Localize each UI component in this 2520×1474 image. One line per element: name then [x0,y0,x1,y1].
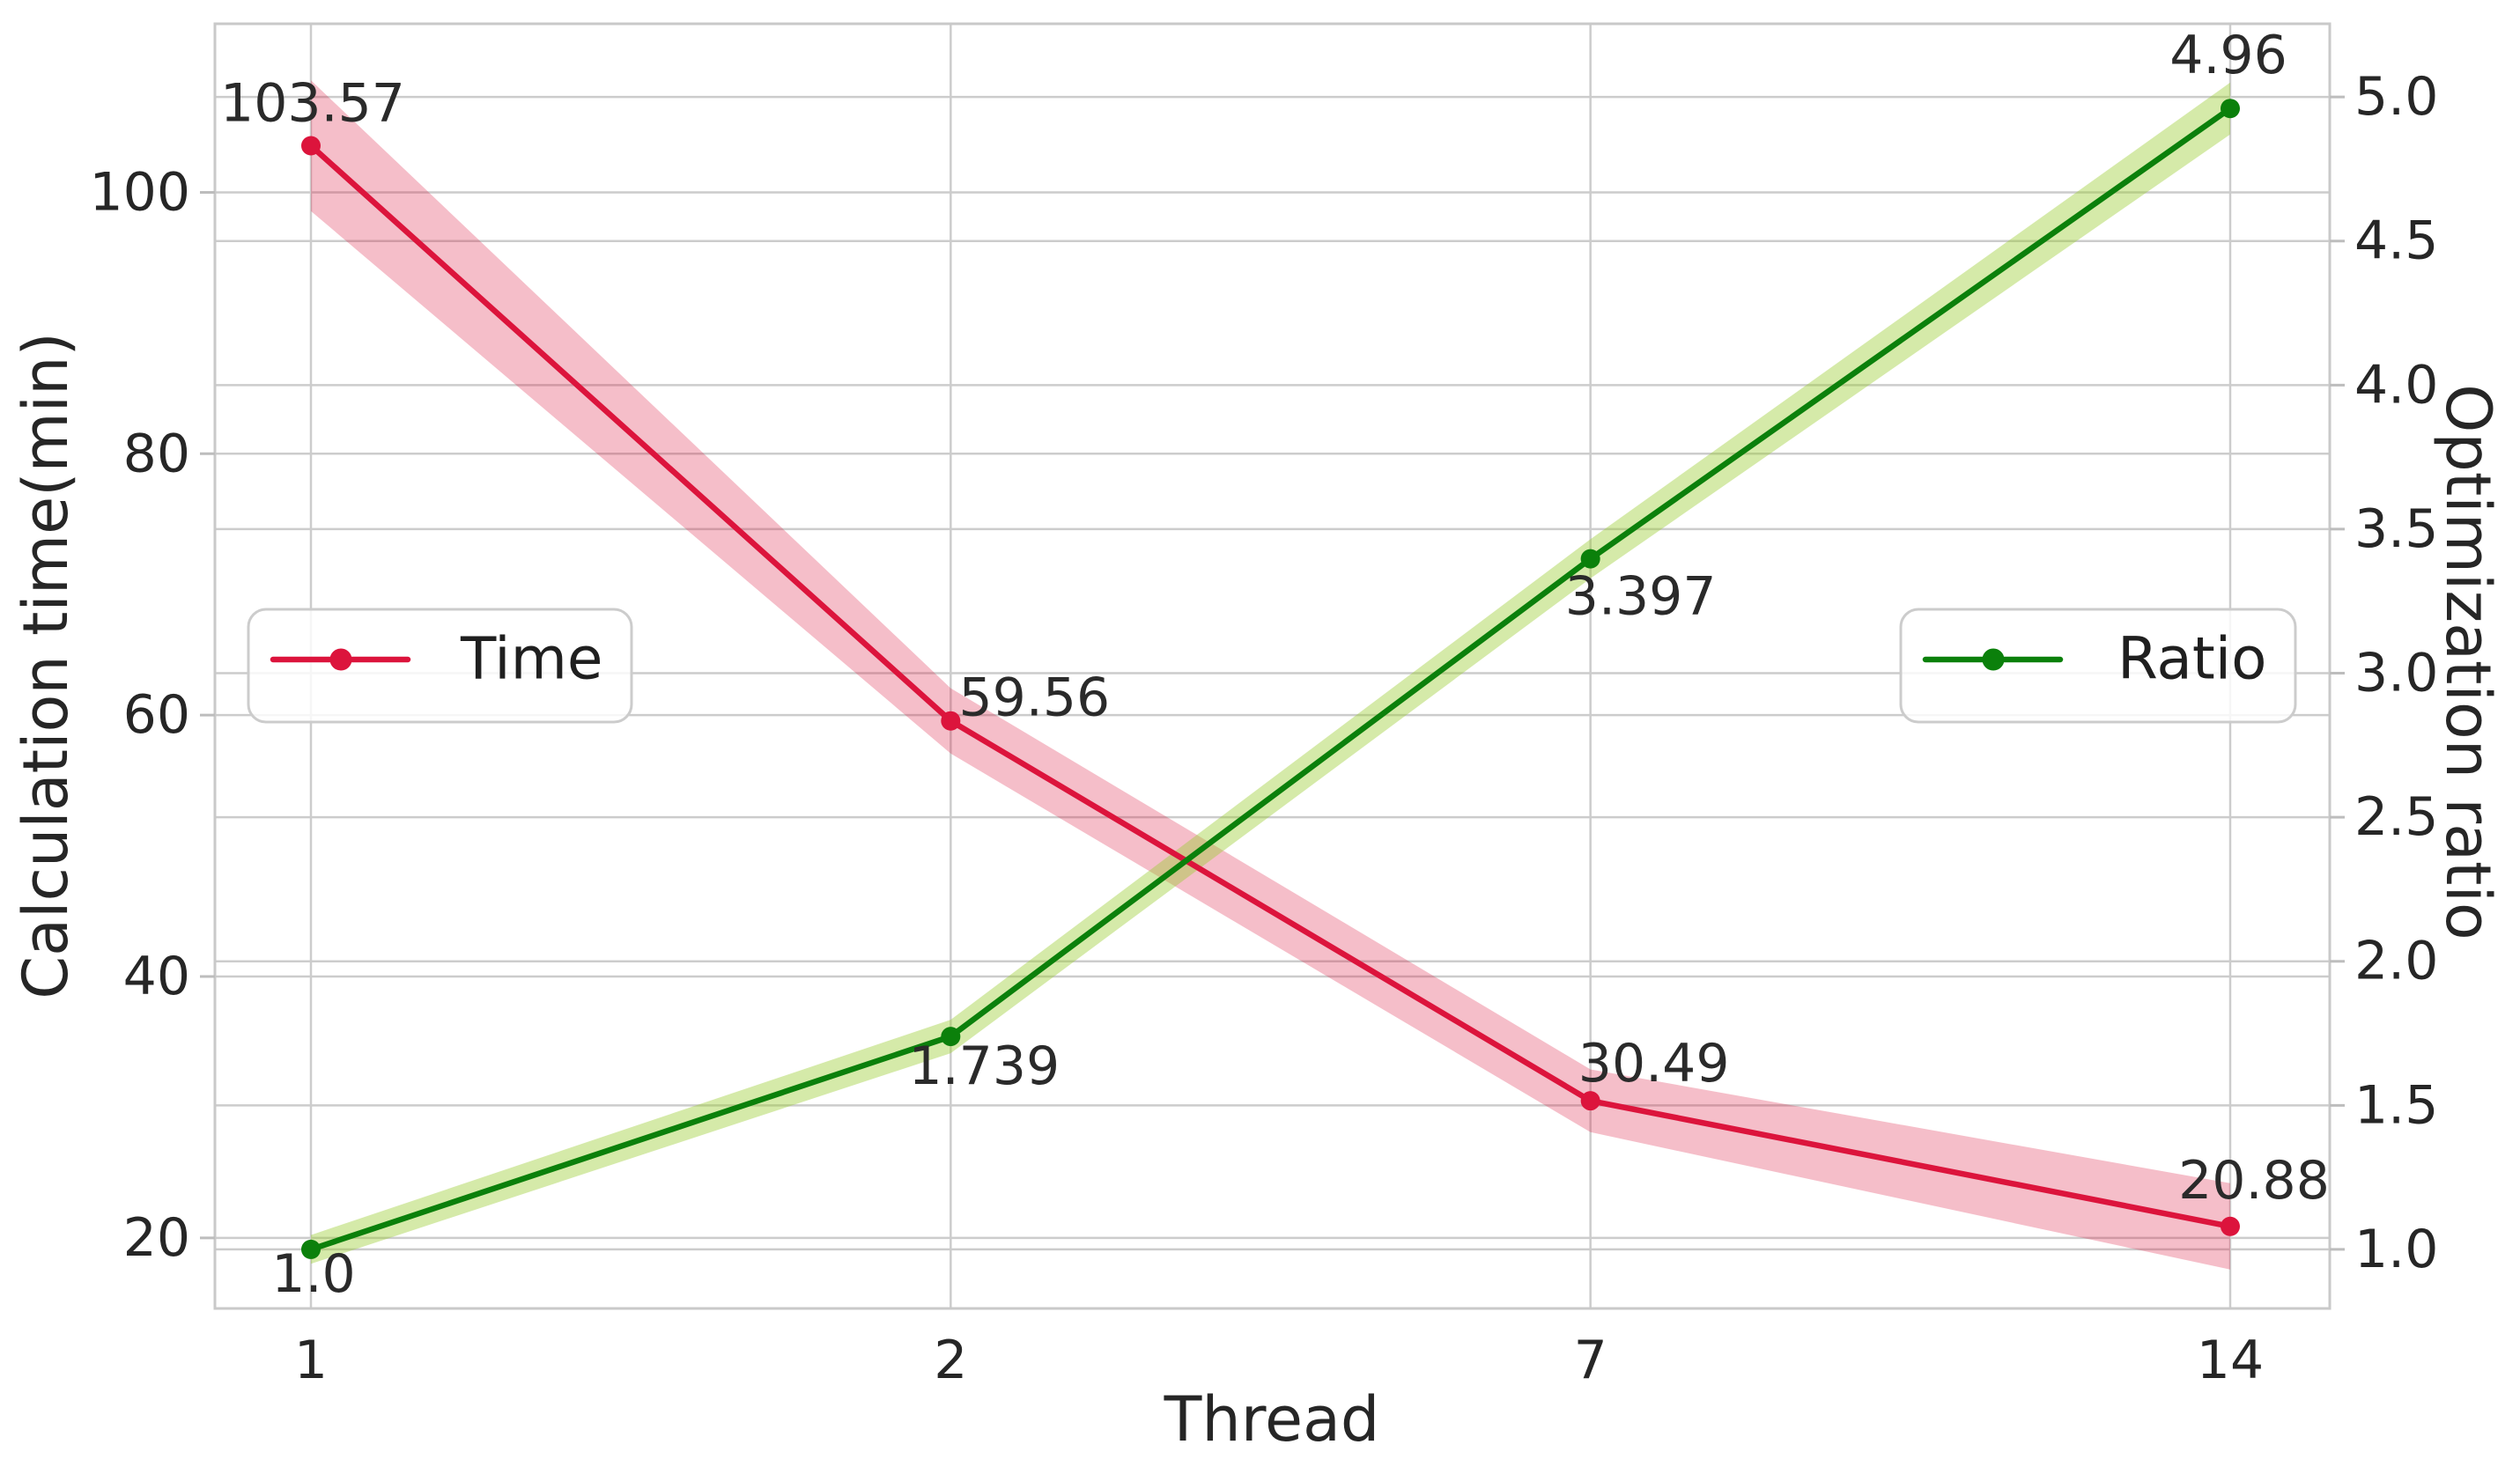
time-point-2 [941,711,961,731]
ratio-value-label: 4.96 [2169,25,2287,86]
ratio-point-2 [941,1027,961,1047]
legend-time-frame [247,608,633,724]
time-value-label: 103.57 [220,72,405,134]
time-value-label: 59.56 [958,667,1110,729]
legend-time-label: Time [460,625,603,693]
left-tick-label: 40 [123,946,190,1007]
right-tick-label: 2.5 [2354,786,2438,848]
right-tick-label: 2.0 [2354,931,2438,992]
right-tick-label: 5.0 [2354,66,2438,128]
confidence-bands [311,80,2230,1270]
legend-time: Time [247,608,633,724]
ratio-point-1 [301,1239,321,1259]
time-point-7 [1580,1091,1600,1111]
legend-ratio: Ratio [1899,608,2297,724]
x-tick-label: 7 [1574,1330,1607,1391]
left-tick-label: 80 [123,423,190,484]
legend-ratio-sample-marker [1982,648,2005,671]
x-tick-label: 14 [2197,1330,2264,1391]
left-tick-label: 20 [123,1207,190,1269]
ratio-value-label: 3.397 [1565,566,1717,628]
left-axis-title: Calculation time(min) [10,332,82,999]
legend-ratio-label: Ratio [2117,625,2266,693]
ratio-line [307,105,2234,1253]
right-tick-label: 4.0 [2354,354,2438,416]
left-tick-label: 60 [123,684,190,746]
series-lines [301,99,2240,1259]
plot-border [213,22,2332,1310]
right-tick-label: 1.5 [2354,1074,2438,1136]
time-point-1 [301,136,321,156]
time-line [307,143,2234,1230]
time-confidence-band [311,80,2230,1270]
left-tick-label: 100 [89,161,190,223]
ratio-point-7 [1580,549,1600,569]
right-tick-label: 4.5 [2354,210,2438,272]
legend-ratio-frame [1899,608,2297,724]
ratio-point-14 [2220,99,2240,119]
ratio-value-label: 1.739 [908,1035,1060,1097]
time-value-label: 20.88 [2178,1150,2330,1212]
x-axis-title: Thread [1164,1383,1380,1456]
time-value-label: 30.49 [1578,1033,1730,1094]
right-tick-label: 1.0 [2354,1219,2438,1280]
axis-ticks: 20 40 60 80 100 1.0 1.5 2.0 2.5 3.0 3.5 4.0 4.5 5.0 1 2… [89,66,2438,1391]
x-tick-label: 1 [294,1330,328,1391]
right-axis-title: Optimization ratio [2432,384,2504,940]
time-point-14 [2220,1216,2240,1236]
right-tick-label: 3.5 [2354,498,2438,560]
data-point-labels: 103.57 59.56 30.49 20.88 1.0 1.739 3.397 4.96 [220,25,2330,1305]
x-tick-label: 2 [934,1330,967,1391]
legend-time-sample-marker [329,648,352,671]
right-tick-label: 3.0 [2354,643,2438,704]
ratio-value-label: 1.0 [271,1243,355,1305]
